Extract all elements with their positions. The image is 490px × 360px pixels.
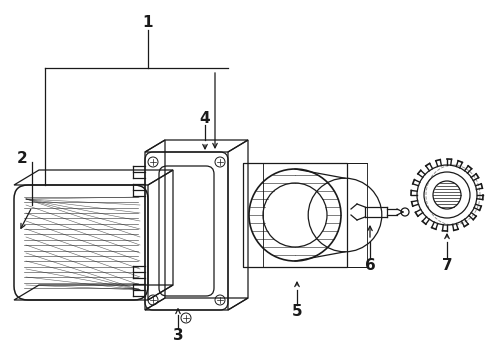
Text: 4: 4 — [200, 111, 210, 126]
Text: 1: 1 — [143, 14, 153, 30]
Text: 6: 6 — [365, 257, 375, 273]
Text: 2: 2 — [17, 150, 27, 166]
Text: 3: 3 — [172, 328, 183, 342]
Text: 7: 7 — [441, 257, 452, 273]
Text: 5: 5 — [292, 305, 302, 320]
